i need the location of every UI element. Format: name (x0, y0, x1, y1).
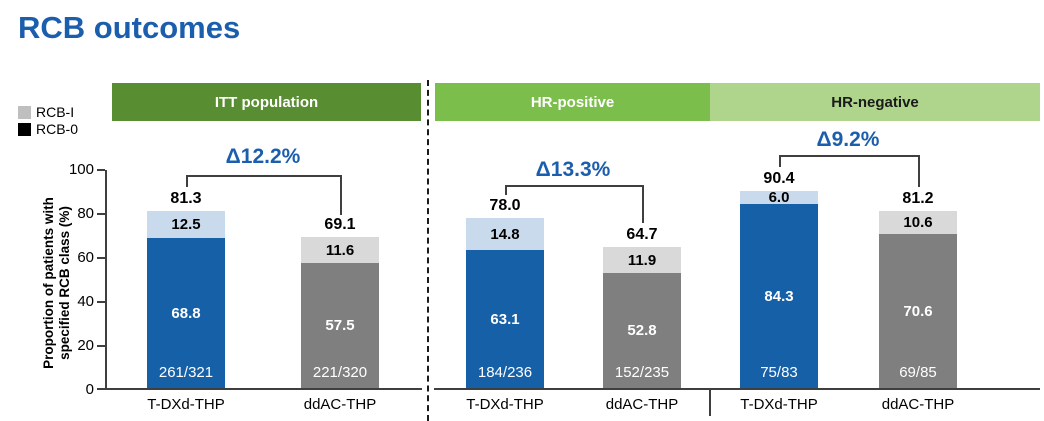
delta-bracket (505, 185, 644, 187)
bar-segment-rcb1: 12.5 (147, 211, 225, 238)
fraction-label: 152/235 (614, 364, 670, 381)
bar-segment-rcb1: 6.0 (740, 189, 818, 206)
y-tick-mark (97, 213, 105, 215)
delta-bracket (918, 155, 920, 187)
x-axis-label: T-DXd-THP (466, 396, 544, 413)
y-tick-label-60: 60 (77, 249, 94, 266)
rcb1-value-label: 14.8 (490, 225, 520, 243)
x-axis-label: ddAC-THP (605, 396, 679, 413)
rcb0-value-label: 84.3 (764, 287, 794, 305)
bar-total-label: 64.7 (626, 226, 658, 243)
bar-segment-rcb0: 68.8 261/321 (147, 238, 225, 388)
x-axis-label: ddAC-THP (303, 396, 377, 413)
y-tick-mark (97, 388, 105, 390)
page-title: RCB outcomes (18, 10, 241, 45)
fraction-label: 69/85 (899, 364, 937, 381)
bar-hrneg-tdxd: 6.0 84.3 75/83 (740, 189, 818, 388)
rcb0-value-label: 63.1 (490, 310, 520, 328)
x-axis-line (105, 388, 422, 390)
fraction-label: 221/320 (312, 364, 368, 381)
rcb1-value-label: 10.6 (903, 214, 933, 231)
bar-segment-rcb0: 57.5 221/320 (301, 263, 379, 388)
y-tick-mark (97, 169, 105, 171)
delta-bracket (186, 175, 342, 177)
y-tick-mark (97, 301, 105, 303)
y-tick-label-100: 100 (68, 161, 94, 178)
rcb0-value-label: 57.5 (325, 317, 355, 334)
hrpos-hrneg-divider (709, 389, 711, 416)
bar-segment-rcb1: 11.6 (301, 237, 379, 263)
panel-header-itt: ITT population (112, 83, 421, 121)
panel-header-hr-positive: HR-positive (435, 83, 710, 121)
rcb1-value-label: 11.6 (325, 241, 355, 259)
bar-segment-rcb0: 70.6 69/85 (879, 234, 957, 388)
bar-hrneg-ddac: 10.6 70.6 69/85 (879, 211, 957, 388)
bar-segment-rcb1: 14.8 (466, 218, 544, 250)
fraction-label: 261/321 (158, 364, 214, 381)
y-axis-title: Proportion of patients with specified RC… (41, 163, 73, 403)
legend-item-rcb1: RCB-I (18, 105, 74, 119)
bar-hrpos-ddac: 11.9 52.8 152/235 (603, 247, 681, 388)
x-axis-label: ddAC-THP (881, 396, 955, 413)
panel-header-hr-negative: HR-negative (710, 83, 1040, 121)
legend-label-rcb0: RCB-0 (36, 121, 79, 137)
delta-bracket (340, 175, 342, 215)
bar-itt-ddac: 11.6 57.5 221/320 (301, 237, 379, 388)
bar-total-label: 69.1 (324, 216, 356, 233)
x-axis-label: T-DXd-THP (740, 396, 818, 413)
rcb1-value-label: 6.0 (768, 189, 790, 206)
bar-total-label: 90.4 (763, 170, 795, 187)
bar-segment-rcb0: 63.1 184/236 (466, 250, 544, 388)
fraction-label: 184/236 (477, 364, 533, 381)
delta-bracket (642, 185, 644, 223)
delta-bracket (779, 155, 920, 157)
y-tick-mark (97, 257, 105, 259)
legend-item-rcb0: RCB-0 (18, 122, 78, 136)
bar-total-label: 81.2 (902, 190, 934, 207)
rcb1-value-label: 12.5 (171, 216, 201, 233)
bar-itt-tdxd: 12.5 68.8 261/321 (147, 211, 225, 388)
legend-label-rcb1: RCB-I (36, 104, 75, 120)
rcb0-swatch-icon (18, 122, 31, 136)
fraction-label: 75/83 (760, 364, 798, 381)
delta-bracket (186, 175, 188, 187)
bar-segment-rcb1: 11.9 (603, 247, 681, 273)
rcb1-value-label: 11.9 (627, 251, 657, 269)
delta-label-itt: Δ12.2% (225, 145, 301, 168)
y-tick-label-80: 80 (77, 205, 94, 222)
y-tick-label-0: 0 (85, 381, 94, 398)
delta-label-hr-positive: Δ13.3% (535, 158, 611, 181)
itt-hr-dashed-divider (427, 80, 429, 421)
y-axis-title-line1: Proportion of patients with (41, 197, 56, 369)
x-axis-label: T-DXd-THP (147, 396, 225, 413)
delta-label-hr-negative: Δ9.2% (816, 128, 880, 151)
bar-segment-rcb0: 52.8 152/235 (603, 273, 681, 388)
delta-bracket (505, 185, 507, 195)
y-tick-label-40: 40 (77, 293, 94, 310)
bar-segment-rcb0: 84.3 75/83 (740, 204, 818, 388)
y-axis-title-line2: specified RCB class (%) (57, 206, 72, 360)
y-tick-label-20: 20 (77, 337, 94, 354)
y-axis-line (105, 170, 107, 390)
bar-hrpos-tdxd: 14.8 63.1 184/236 (466, 218, 544, 388)
x-axis-line (434, 388, 1040, 390)
bar-total-label: 81.3 (170, 190, 202, 207)
bar-segment-rcb1: 10.6 (879, 211, 957, 234)
y-tick-mark (97, 345, 105, 347)
rcb0-value-label: 70.6 (903, 302, 933, 320)
bar-total-label: 78.0 (489, 197, 521, 214)
rcb0-value-label: 68.8 (171, 304, 201, 322)
rcb1-swatch-icon (18, 105, 31, 119)
delta-bracket (779, 155, 781, 167)
rcb0-value-label: 52.8 (627, 322, 657, 339)
